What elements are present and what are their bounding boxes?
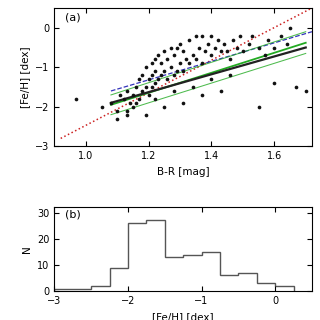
Point (256, 104, 261, 109)
Point (228, 73, 233, 78)
Point (187, 37, 192, 42)
Point (171, 53, 176, 58)
Point (168, 45, 173, 50)
Point (152, 81, 157, 86)
Point (287, 25, 292, 30)
Text: (a): (a) (65, 12, 80, 22)
Point (133, 100, 139, 105)
Point (156, 53, 161, 58)
Point (152, 69, 157, 74)
Point (266, 37, 271, 42)
Point (133, 84, 139, 90)
Point (152, 57, 157, 62)
Point (294, 84, 299, 90)
Point (203, 49, 208, 54)
Point (209, 33, 214, 38)
Point (215, 37, 220, 42)
Point (272, 81, 277, 86)
Point (218, 49, 223, 54)
Point (174, 45, 180, 50)
Point (162, 69, 167, 74)
Point (303, 88, 308, 93)
Point (165, 76, 170, 82)
Point (171, 88, 176, 93)
Point (162, 104, 167, 109)
Point (178, 41, 183, 46)
Point (124, 112, 129, 117)
Point (149, 73, 154, 78)
Point (174, 69, 180, 74)
Point (196, 45, 202, 50)
Point (184, 57, 189, 62)
Point (199, 61, 204, 66)
Point (221, 41, 227, 46)
Point (190, 84, 195, 90)
Text: (b): (b) (65, 210, 80, 220)
Point (193, 57, 198, 62)
Point (171, 73, 176, 78)
Point (187, 61, 192, 66)
Point (250, 33, 255, 38)
Point (159, 61, 164, 66)
Point (140, 73, 145, 78)
Point (284, 41, 289, 46)
Point (199, 92, 204, 98)
Point (178, 61, 183, 66)
Point (234, 45, 239, 50)
Point (124, 108, 129, 113)
Point (143, 65, 148, 70)
Point (156, 76, 161, 82)
Point (99, 104, 104, 109)
Point (137, 76, 142, 82)
Point (199, 33, 204, 38)
Point (162, 49, 167, 54)
Point (168, 65, 173, 70)
Point (121, 96, 126, 101)
Point (146, 76, 151, 82)
Point (228, 57, 233, 62)
Point (108, 100, 114, 105)
Point (130, 92, 135, 98)
Point (115, 108, 120, 113)
Point (256, 45, 261, 50)
Point (218, 88, 223, 93)
Point (181, 69, 186, 74)
Point (181, 100, 186, 105)
Point (225, 49, 230, 54)
Point (237, 33, 242, 38)
Point (137, 96, 142, 101)
Point (247, 41, 252, 46)
Point (124, 88, 129, 93)
Point (130, 104, 135, 109)
Point (212, 45, 217, 50)
Point (190, 53, 195, 58)
Point (149, 84, 154, 90)
Point (193, 33, 198, 38)
Point (278, 33, 283, 38)
Point (115, 116, 120, 121)
Point (118, 92, 123, 98)
Point (181, 49, 186, 54)
Point (143, 84, 148, 90)
X-axis label: [Fe/H] [dex]: [Fe/H] [dex] (152, 312, 214, 320)
Point (127, 100, 132, 105)
Point (74, 96, 79, 101)
Y-axis label: [Fe/H] [dex]: [Fe/H] [dex] (20, 46, 30, 108)
Point (143, 112, 148, 117)
Point (209, 76, 214, 82)
Point (149, 61, 154, 66)
Y-axis label: N: N (22, 245, 32, 253)
Point (231, 37, 236, 42)
Point (140, 88, 145, 93)
Point (146, 92, 151, 98)
Point (240, 49, 245, 54)
Point (272, 45, 277, 50)
Point (152, 96, 157, 101)
Point (262, 53, 268, 58)
Point (165, 57, 170, 62)
Point (206, 41, 211, 46)
X-axis label: B-R [mag]: B-R [mag] (157, 167, 210, 177)
Point (159, 73, 164, 78)
Point (209, 53, 214, 58)
